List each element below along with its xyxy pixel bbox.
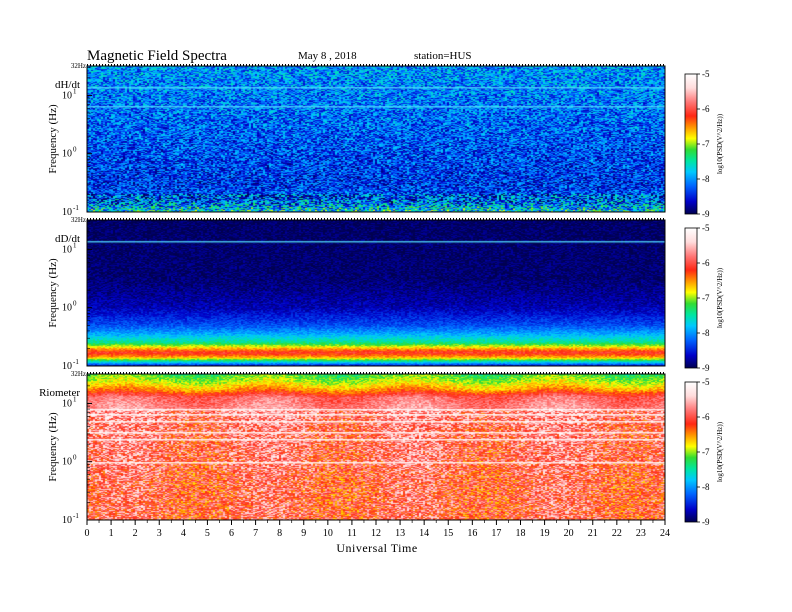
x-tick-label: 9 xyxy=(301,528,306,539)
colorbar-tick-label: -6 xyxy=(702,258,710,268)
colorbar-label: log10(PSD(V^2/Hz)) xyxy=(716,421,724,482)
x-tick-label: 24 xyxy=(660,528,670,539)
top-freq-label: 32Hz xyxy=(71,370,86,378)
y-tick-exponent: 1 xyxy=(73,87,77,95)
panel-label: Riometer xyxy=(39,387,80,399)
x-tick-label: 21 xyxy=(588,528,598,539)
y-axis-label: Frequency (Hz) xyxy=(47,412,59,482)
x-tick-label: 15 xyxy=(443,528,453,539)
y-tick-exponent: 1 xyxy=(73,241,77,249)
spectrogram-image xyxy=(87,374,665,520)
colorbar-tick-label: -7 xyxy=(702,293,710,303)
colorbar-tick-label: -9 xyxy=(702,517,710,527)
colorbar-tick-label: -7 xyxy=(702,447,710,457)
x-tick-label: 17 xyxy=(491,528,501,539)
colorbar xyxy=(684,73,698,215)
x-tick-label: 13 xyxy=(395,528,405,539)
x-tick-label: 4 xyxy=(181,528,186,539)
chart-title: Magnetic Field Spectra xyxy=(87,48,227,64)
colorbar-label: log10(PSD(V^2/Hz)) xyxy=(716,267,724,328)
y-tick-exponent: -1 xyxy=(73,358,79,366)
y-tick-label: 10 xyxy=(62,207,72,218)
panel-label: dD/dt xyxy=(55,233,80,245)
x-tick-label: 0 xyxy=(85,528,90,539)
x-tick-label: 11 xyxy=(347,528,357,539)
x-tick-label: 22 xyxy=(612,528,622,539)
x-tick-label: 12 xyxy=(371,528,381,539)
colorbar-tick-label: -5 xyxy=(702,377,710,387)
spectrogram-image xyxy=(87,220,665,366)
x-tick-label: 18 xyxy=(516,528,526,539)
y-tick-exponent: 0 xyxy=(73,146,77,154)
colorbar-tick-label: -8 xyxy=(702,482,710,492)
colorbar-tick-label: -6 xyxy=(702,412,710,422)
x-tick-label: 1 xyxy=(109,528,114,539)
x-axis: 0 1 2 3 4 5 6 7 8 9 10 11 12 13 14 15 16 17 18 19 20 21 22 23 24 xyxy=(85,520,670,539)
station-label: station=HUS xyxy=(414,50,472,62)
colorbar-tick-label: -8 xyxy=(702,174,710,184)
panel-label: dH/dt xyxy=(55,79,80,91)
y-tick-label: 10 xyxy=(62,244,72,255)
y-tick-exponent: -1 xyxy=(73,512,79,520)
colorbar xyxy=(684,227,698,369)
y-axis-label: Frequency (Hz) xyxy=(47,258,59,328)
y-tick-exponent: -1 xyxy=(73,204,79,212)
x-tick-label: 20 xyxy=(564,528,574,539)
y-tick-exponent: 0 xyxy=(73,300,77,308)
top-freq-label: 32Hz xyxy=(71,216,86,224)
y-tick-exponent: 0 xyxy=(73,454,77,462)
spectrogram-image xyxy=(87,66,665,212)
y-axis-label: Frequency (Hz) xyxy=(47,104,59,174)
x-tick-label: 3 xyxy=(157,528,162,539)
colorbar-label: log10(PSD(V^2/Hz)) xyxy=(716,113,724,174)
x-tick-label: 2 xyxy=(133,528,138,539)
colorbar-tick-label: -6 xyxy=(702,104,710,114)
colorbar-tick-label: -8 xyxy=(702,328,710,338)
x-tick-label: 8 xyxy=(277,528,282,539)
x-tick-label: 19 xyxy=(540,528,550,539)
y-tick-label: 10 xyxy=(62,90,72,101)
x-axis-label: Universal Time xyxy=(336,541,417,555)
y-tick-label: 10 xyxy=(62,398,72,409)
y-tick-exponent: 1 xyxy=(73,395,77,403)
colorbar-tick-label: -5 xyxy=(702,223,710,233)
colorbar-tick-label: -7 xyxy=(702,139,710,149)
x-tick-label: 14 xyxy=(419,528,429,539)
x-tick-label: 23 xyxy=(636,528,646,539)
y-tick-label: 10 xyxy=(62,149,72,160)
colorbar-tick-label: -9 xyxy=(702,363,710,373)
x-tick-label: 7 xyxy=(253,528,258,539)
colorbar xyxy=(684,381,698,523)
date-label: May 8 , 2018 xyxy=(298,50,357,62)
x-tick-label: 6 xyxy=(229,528,234,539)
y-tick-label: 10 xyxy=(62,515,72,526)
y-tick-label: 10 xyxy=(62,457,72,468)
colorbar-tick-label: -5 xyxy=(702,69,710,79)
x-tick-label: 10 xyxy=(323,528,333,539)
y-tick-label: 10 xyxy=(62,303,72,314)
y-tick-label: 10 xyxy=(62,361,72,372)
x-tick-label: 5 xyxy=(205,528,210,539)
colorbar-tick-label: -9 xyxy=(702,209,710,219)
top-freq-label: 32Hz xyxy=(71,62,86,70)
x-tick-label: 16 xyxy=(467,528,477,539)
